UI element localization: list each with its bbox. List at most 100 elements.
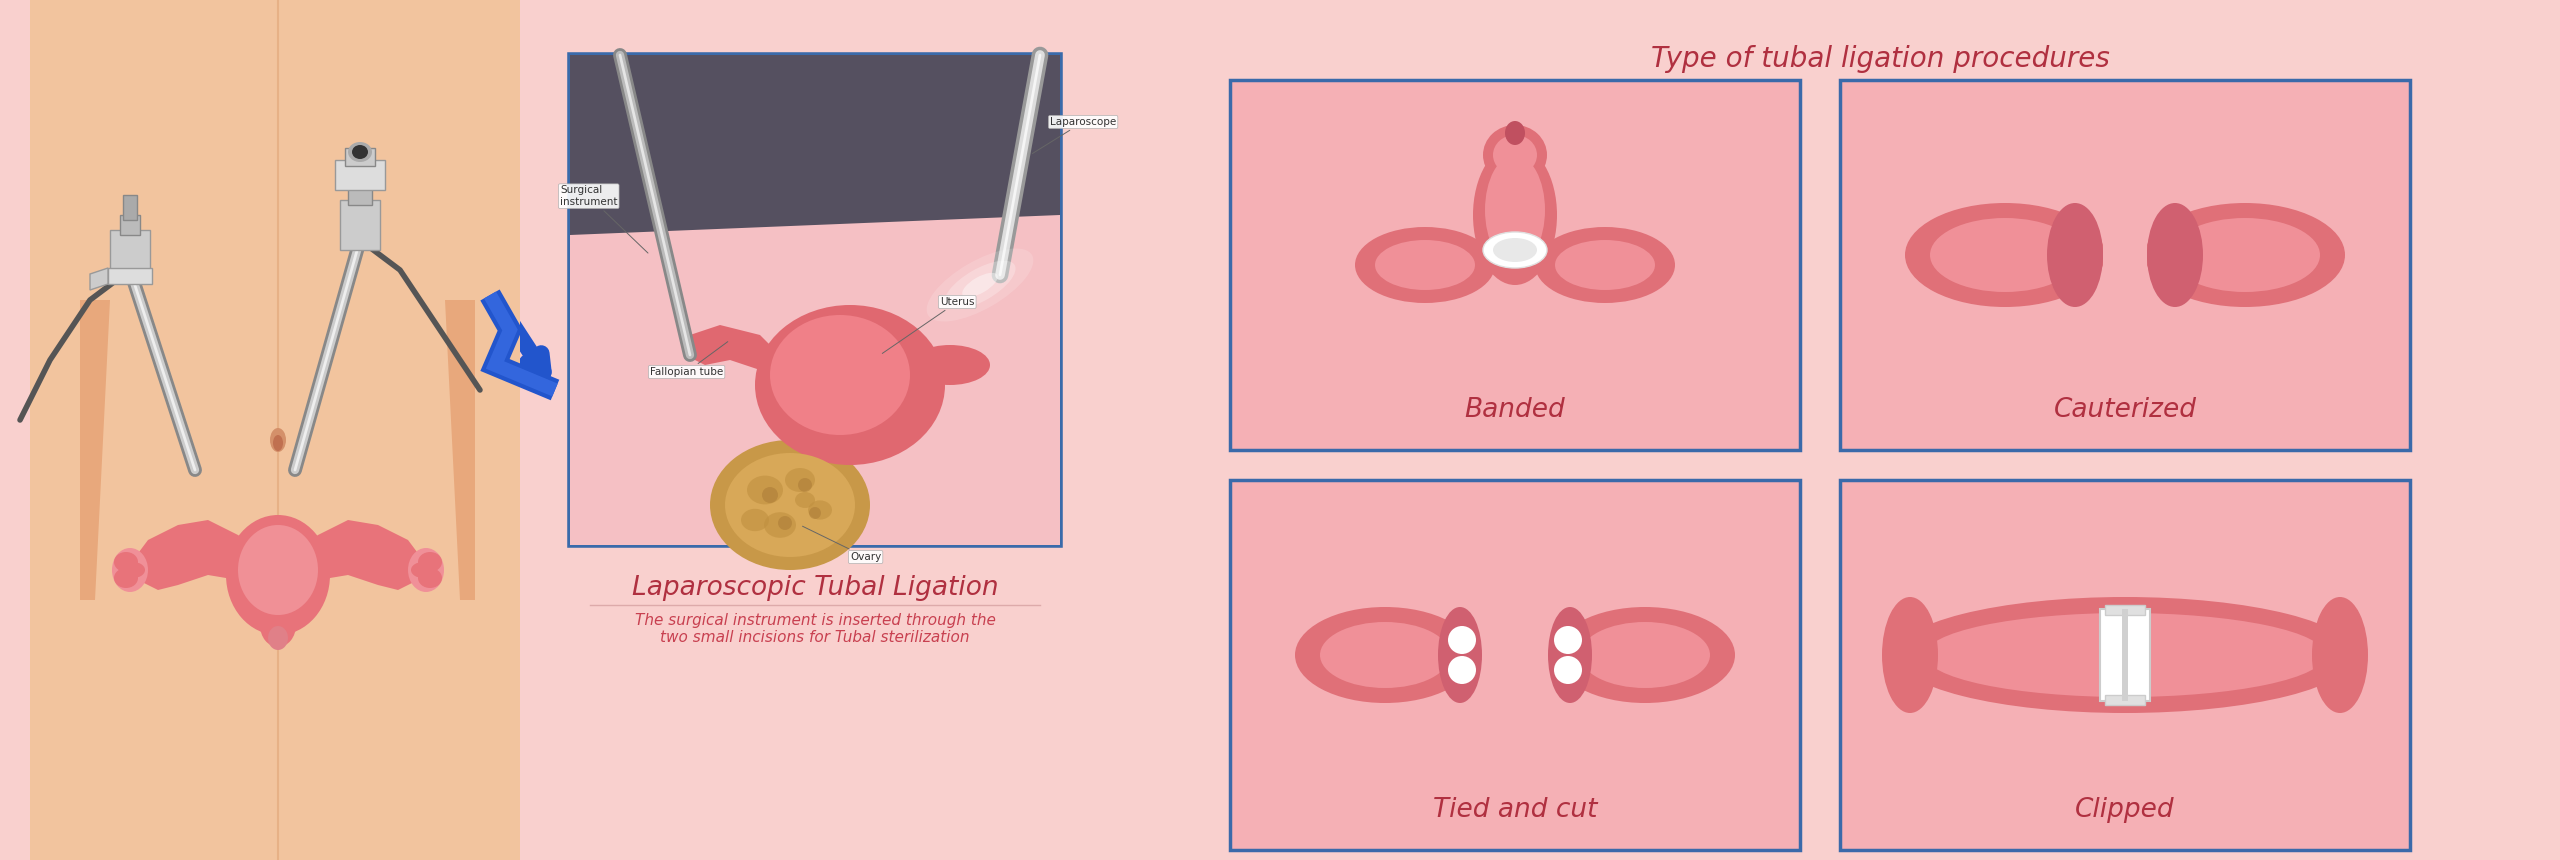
Ellipse shape — [1536, 227, 1674, 303]
Ellipse shape — [1882, 597, 1938, 713]
Ellipse shape — [1554, 607, 1736, 703]
Ellipse shape — [417, 568, 443, 588]
Ellipse shape — [269, 428, 287, 452]
Ellipse shape — [115, 552, 138, 572]
Polygon shape — [399, 0, 520, 860]
Ellipse shape — [269, 626, 287, 650]
Bar — [335, 160, 384, 190]
Ellipse shape — [1554, 656, 1582, 684]
Ellipse shape — [261, 603, 297, 647]
Ellipse shape — [417, 552, 443, 572]
Ellipse shape — [709, 440, 870, 570]
Ellipse shape — [412, 562, 435, 578]
Ellipse shape — [1472, 145, 1556, 285]
Ellipse shape — [348, 142, 371, 162]
Ellipse shape — [274, 435, 284, 451]
Ellipse shape — [1485, 155, 1546, 265]
Ellipse shape — [748, 476, 783, 505]
Bar — [1485, 605, 1546, 705]
Polygon shape — [133, 520, 259, 590]
Ellipse shape — [763, 487, 778, 503]
Ellipse shape — [927, 249, 1034, 322]
Polygon shape — [571, 55, 1060, 305]
Ellipse shape — [1554, 626, 1582, 654]
Ellipse shape — [1354, 227, 1495, 303]
Text: Laparoscope: Laparoscope — [1032, 117, 1116, 154]
Text: Type of tubal ligation procedures: Type of tubal ligation procedures — [1651, 45, 2109, 73]
Ellipse shape — [909, 345, 991, 385]
Bar — [2122, 609, 2127, 701]
Ellipse shape — [120, 562, 146, 578]
Ellipse shape — [1580, 622, 1710, 688]
Bar — [1841, 80, 2409, 450]
Ellipse shape — [1554, 240, 1654, 290]
Ellipse shape — [809, 501, 832, 519]
Polygon shape — [79, 300, 110, 600]
Text: Uterus: Uterus — [883, 297, 975, 353]
Text: Fallopian tube: Fallopian tube — [650, 341, 727, 377]
Ellipse shape — [945, 261, 1016, 310]
Text: Tied and cut: Tied and cut — [1434, 797, 1597, 823]
Bar — [340, 200, 379, 250]
Ellipse shape — [799, 478, 812, 492]
Polygon shape — [90, 268, 108, 290]
Ellipse shape — [763, 513, 796, 538]
Bar — [2102, 202, 2148, 308]
Bar — [348, 185, 371, 205]
Ellipse shape — [740, 509, 768, 531]
Bar — [1229, 80, 1800, 450]
Text: Surgical
instrument: Surgical instrument — [561, 186, 648, 253]
Ellipse shape — [407, 548, 443, 592]
Ellipse shape — [755, 305, 945, 465]
Ellipse shape — [786, 468, 814, 492]
Text: Ovary: Ovary — [801, 526, 881, 562]
Ellipse shape — [113, 548, 148, 592]
Polygon shape — [31, 0, 156, 860]
Bar — [123, 195, 138, 220]
Text: Cauterized: Cauterized — [2053, 397, 2196, 423]
Text: The surgical instrument is inserted through the
two small incisions for Tubal st: The surgical instrument is inserted thro… — [635, 613, 996, 645]
Ellipse shape — [1505, 121, 1526, 145]
Polygon shape — [571, 215, 1060, 545]
Ellipse shape — [1482, 232, 1546, 268]
Text: Laparoscopic Tubal Ligation: Laparoscopic Tubal Ligation — [632, 575, 998, 601]
Ellipse shape — [2148, 203, 2204, 307]
Ellipse shape — [1375, 240, 1475, 290]
Ellipse shape — [2145, 203, 2345, 307]
Polygon shape — [686, 325, 791, 390]
Ellipse shape — [1492, 135, 1536, 175]
Bar — [120, 215, 141, 235]
Ellipse shape — [724, 453, 855, 557]
Bar — [346, 148, 374, 166]
Ellipse shape — [225, 515, 330, 635]
Text: Banded: Banded — [1464, 397, 1564, 423]
Bar — [2104, 695, 2145, 705]
Ellipse shape — [1449, 656, 1477, 684]
Bar — [1229, 480, 1800, 850]
Ellipse shape — [1894, 597, 2355, 713]
Ellipse shape — [771, 315, 909, 435]
Ellipse shape — [1482, 125, 1546, 185]
Ellipse shape — [1321, 622, 1449, 688]
Ellipse shape — [1295, 607, 1475, 703]
Ellipse shape — [2048, 203, 2102, 307]
Ellipse shape — [796, 492, 814, 508]
Bar — [108, 268, 151, 284]
Bar — [2104, 605, 2145, 615]
Ellipse shape — [1449, 626, 1477, 654]
Ellipse shape — [2171, 218, 2319, 292]
Polygon shape — [79, 0, 476, 860]
Polygon shape — [445, 300, 476, 600]
Polygon shape — [297, 520, 422, 590]
Ellipse shape — [963, 273, 998, 298]
Ellipse shape — [778, 516, 791, 530]
Ellipse shape — [1439, 607, 1482, 703]
Text: Clipped: Clipped — [2076, 797, 2176, 823]
Ellipse shape — [238, 525, 317, 615]
Bar — [2099, 609, 2150, 701]
Bar — [571, 55, 1060, 545]
Ellipse shape — [2312, 597, 2368, 713]
Ellipse shape — [1905, 203, 2104, 307]
Ellipse shape — [115, 568, 138, 588]
Bar — [110, 230, 151, 280]
